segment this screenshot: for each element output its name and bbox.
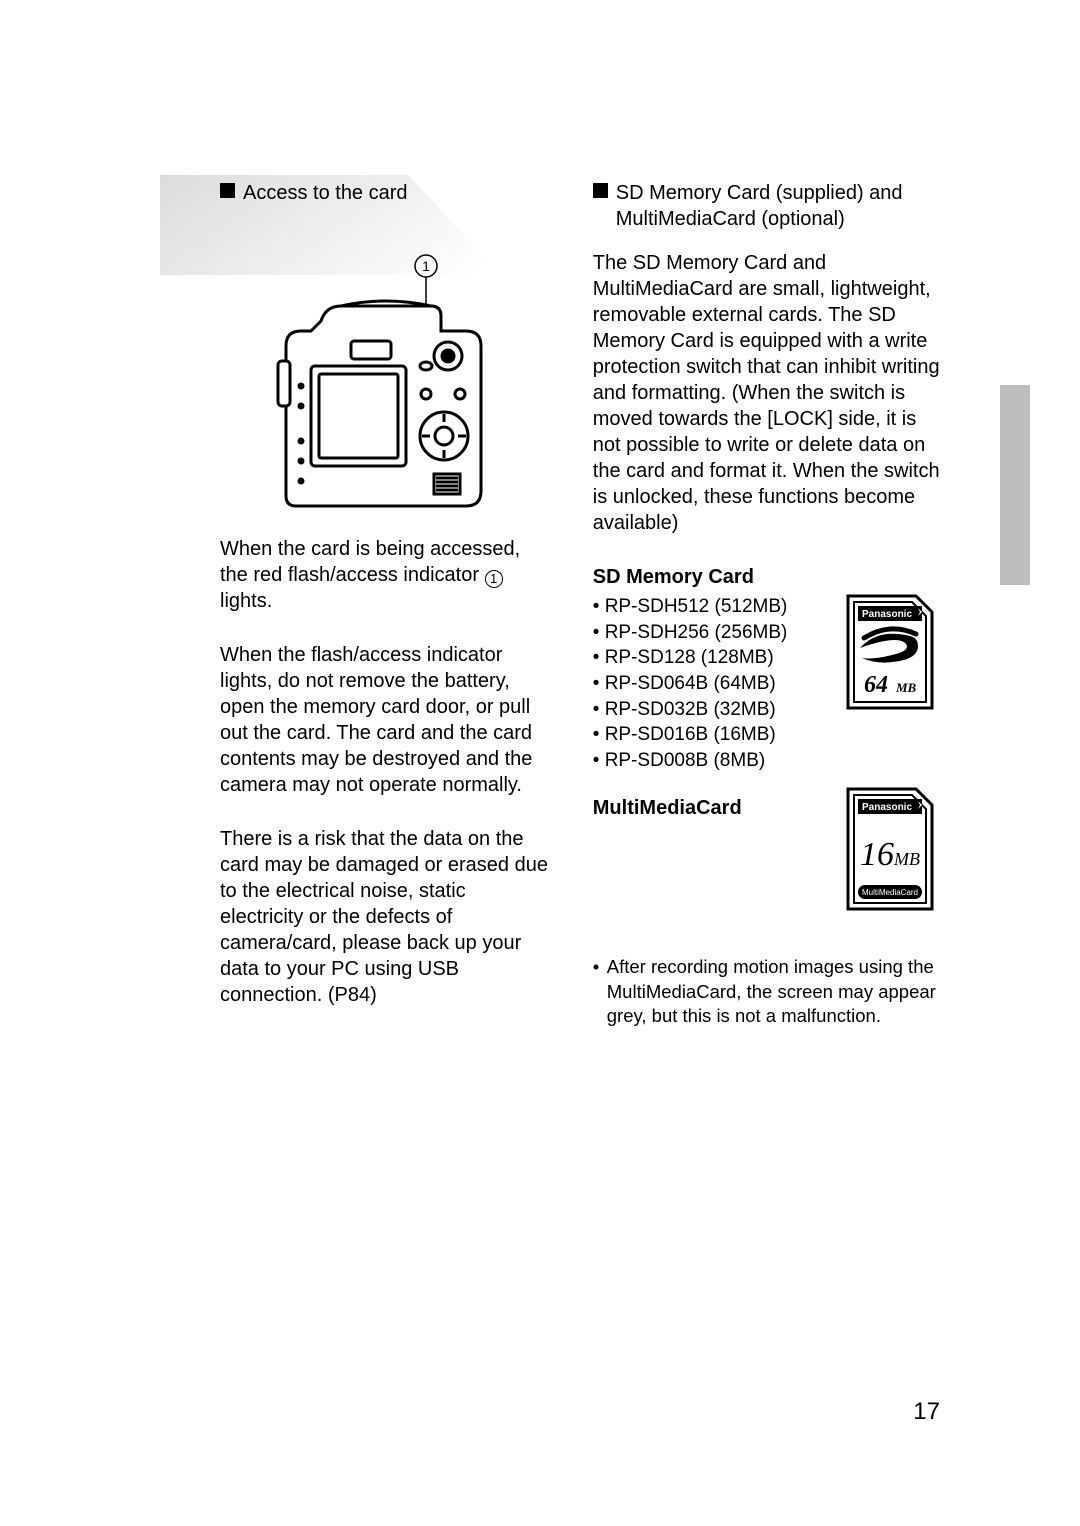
- left-para-2: When the flash/access indicator lights, …: [220, 642, 553, 798]
- bullet-square-icon: [220, 183, 235, 198]
- svg-text:16: 16: [860, 836, 894, 873]
- page-number: 17: [913, 1398, 940, 1426]
- left-heading: Access to the card: [220, 180, 553, 206]
- svg-text:64: 64: [864, 672, 888, 698]
- list-item: RP-SD016B (16MB): [593, 722, 940, 748]
- mmc-note: • After recording motion images using th…: [593, 955, 940, 1027]
- left-para-1: When the card is being accessed, the red…: [220, 536, 553, 614]
- indicator-ref-icon: 1: [485, 570, 503, 588]
- content-columns: Access to the card 1: [200, 180, 940, 1036]
- bullet-icon: •: [593, 955, 607, 1027]
- bullet-square-icon: [593, 183, 608, 198]
- camera-figure: 1: [256, 256, 516, 516]
- mmc-card-image: Panasonic 16 MB MultiMediaCard: [840, 785, 940, 920]
- right-heading: SD Memory Card (supplied) and MultiMedia…: [593, 180, 940, 232]
- right-para-1: The SD Memory Card and MultiMediaCard ar…: [593, 250, 940, 536]
- left-p1-a: When the card is being accessed, the red…: [220, 538, 520, 586]
- mmc-card-icon: Panasonic 16 MB MultiMediaCard: [840, 785, 940, 913]
- right-column: SD Memory Card (supplied) and MultiMedia…: [593, 180, 940, 1036]
- mmc-section: MultiMediaCard Panasonic 16 MB MultiMedi…: [593, 795, 940, 935]
- left-para-3: There is a risk that the data on the car…: [220, 826, 553, 1008]
- svg-text:MB: MB: [893, 849, 920, 869]
- sd-card-image: Panasonic 64 MB: [840, 592, 940, 719]
- left-heading-text: Access to the card: [243, 180, 408, 206]
- sd-heading: SD Memory Card: [593, 564, 940, 590]
- svg-text:MB: MB: [895, 680, 917, 695]
- svg-text:1: 1: [422, 258, 430, 274]
- side-tab: [1000, 385, 1030, 585]
- right-heading-text: SD Memory Card (supplied) and MultiMedia…: [616, 180, 940, 232]
- page: Access to the card 1: [0, 0, 1080, 1526]
- svg-text:Panasonic: Panasonic: [862, 609, 912, 620]
- svg-text:Panasonic: Panasonic: [862, 802, 912, 813]
- sd-section: SD Memory Card RP-SDH512 (512MB) RP-SDH2…: [593, 564, 940, 773]
- left-column: Access to the card 1: [220, 180, 553, 1036]
- note-text: After recording motion images using the …: [607, 955, 940, 1027]
- list-item: RP-SD008B (8MB): [593, 748, 940, 774]
- left-p1-b: lights.: [220, 590, 272, 612]
- camera-illustration-icon: 1: [256, 246, 516, 526]
- svg-text:MultiMediaCard: MultiMediaCard: [862, 888, 918, 897]
- sd-card-icon: Panasonic 64 MB: [840, 592, 940, 712]
